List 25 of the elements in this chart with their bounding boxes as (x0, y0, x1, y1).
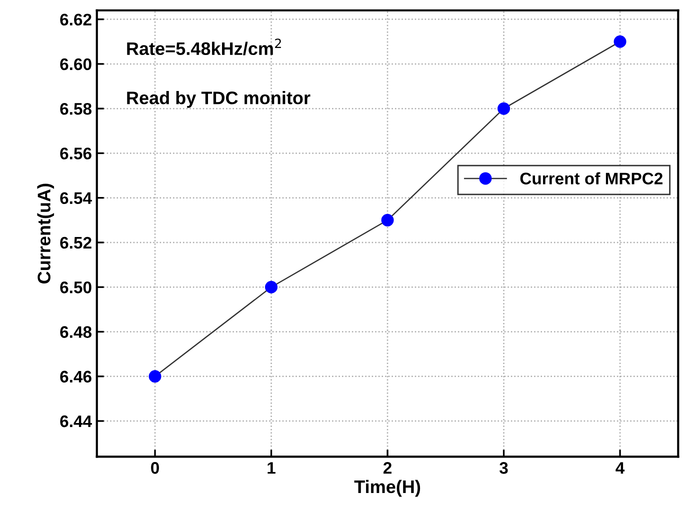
y-tick-label: 6.52 (60, 236, 92, 249)
point (148, 370, 162, 383)
x-tick-label: 2 (383, 462, 392, 474)
y-tick-label: 6.50 (60, 282, 92, 294)
point (498, 102, 510, 115)
y-tick-label: 6.56 (60, 148, 92, 160)
x-axis-title: Time(H) (354, 480, 420, 497)
y-tick-label: 6.44 (60, 415, 92, 428)
y-tick-label: 6.54 (60, 192, 92, 204)
y-tick-label: 6.60 (60, 58, 92, 70)
annotation: Read by TDC monitor (127, 91, 310, 108)
point (614, 35, 626, 48)
point (381, 214, 394, 226)
y-axis-title: Current(uA) (37, 184, 54, 284)
x-tick-label: 0 (151, 462, 159, 474)
point (265, 280, 278, 294)
y-tick-label: 6.58 (60, 102, 92, 115)
x-tick-label: 1 (268, 462, 276, 474)
x-tick-label: 4 (616, 462, 625, 474)
y-tick-label: 6.62 (60, 14, 92, 26)
y-tick-label: 6.46 (60, 370, 92, 383)
annotation: Rate=5.48kHz/cm$^{2}$ (127, 38, 281, 56)
x-tick-label: 3 (500, 462, 508, 474)
y-tick-label: 6.48 (60, 326, 92, 338)
legend-label: Current of MRPC2 (520, 172, 662, 184)
